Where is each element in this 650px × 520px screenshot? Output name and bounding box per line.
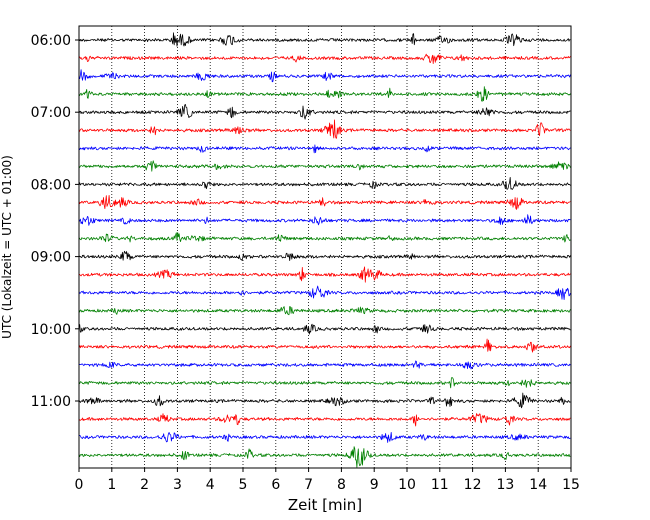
- x-tick-label: 4: [206, 477, 215, 493]
- seismic-trace: [78, 214, 571, 226]
- seismic-trace: [78, 250, 571, 261]
- x-tick-label: 11: [431, 477, 449, 493]
- seismic-trace: [78, 104, 571, 120]
- seismic-trace: [78, 144, 571, 154]
- seismic-trace: [78, 69, 571, 83]
- x-tick-label: 0: [75, 477, 84, 493]
- y-tick-label: 09:00: [31, 250, 71, 266]
- y-tick-label: 07:00: [31, 105, 71, 121]
- seismic-trace: [78, 306, 571, 316]
- x-tick-label: 13: [496, 477, 514, 493]
- seismic-trace: [78, 53, 571, 65]
- y-tick-label: 10:00: [31, 322, 71, 338]
- seismic-trace: [78, 232, 571, 243]
- seismic-trace: [78, 377, 571, 389]
- seismic-trace: [78, 266, 571, 283]
- x-tick-label: 12: [464, 477, 482, 493]
- seismic-trace: [78, 32, 571, 47]
- seismic-trace: [78, 119, 571, 139]
- x-tick-label: 15: [562, 477, 580, 493]
- seismic-traces: [78, 32, 571, 468]
- seismic-trace: [78, 360, 571, 370]
- y-axis-label: UTC (Lokalzeit = UTC + 01:00): [0, 155, 14, 339]
- x-tick-label: 10: [398, 477, 416, 493]
- x-axis: 0 1 2 3 4 5 6 7 8 9 10 11 12 13 14 15: [75, 468, 580, 493]
- x-tick-label: 1: [107, 477, 116, 493]
- seismic-trace: [78, 160, 571, 172]
- y-tick-label: 08:00: [31, 177, 71, 193]
- y-tick-label: 06:00: [31, 33, 71, 49]
- x-tick-label: 6: [271, 477, 280, 493]
- x-tick-label: 9: [370, 477, 379, 493]
- x-tick-label: 14: [529, 477, 547, 493]
- seismic-trace: [78, 285, 571, 301]
- y-axis: 06:00 07:00 08:00 09:00 10:00 11:00: [31, 33, 79, 410]
- x-tick-label: 5: [239, 477, 248, 493]
- seismic-trace: [78, 194, 571, 210]
- seismic-trace: [78, 446, 571, 468]
- x-tick-label: 3: [173, 477, 182, 493]
- plot-frame: [78, 25, 572, 469]
- x-tick-label: 8: [337, 477, 346, 493]
- x-axis-label: Zeit [min]: [288, 496, 362, 514]
- seismic-trace: [78, 413, 571, 427]
- seismic-trace: [78, 176, 571, 190]
- seismic-trace: [78, 323, 571, 335]
- seismic-trace: [78, 338, 571, 353]
- seismic-trace: [78, 86, 571, 102]
- y-tick-label: 11:00: [31, 394, 71, 410]
- x-tick-label: 2: [140, 477, 149, 493]
- seismic-trace: [78, 392, 571, 409]
- seismic-trace: [78, 432, 571, 443]
- x-tick-label: 7: [304, 477, 313, 493]
